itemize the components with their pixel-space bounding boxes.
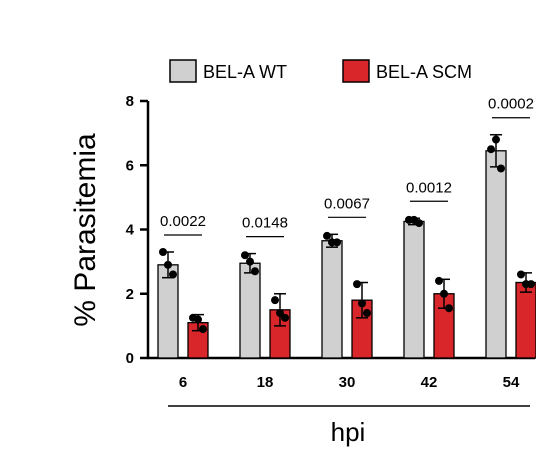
data-point (159, 247, 167, 256)
data-point (333, 238, 341, 247)
data-point (164, 260, 172, 269)
data-point (169, 270, 177, 279)
y-ticks: 0 2 4 6 8 (126, 93, 148, 367)
data-point (415, 219, 423, 228)
bar-wt (239, 262, 261, 359)
p-value-label: 0.0002 (488, 96, 534, 113)
data-point (251, 267, 259, 276)
p-value-label: 0.0148 (242, 215, 288, 232)
legend-swatch-scm (342, 59, 370, 83)
y-tick-label: 4 (126, 222, 135, 239)
data-point (199, 325, 207, 334)
x-tick-label: 42 (421, 374, 438, 391)
p-value-label: 0.0012 (406, 179, 452, 196)
y-tick-label: 2 (126, 286, 134, 303)
data-point (435, 276, 443, 285)
x-tick-label: 6 (179, 374, 187, 391)
bars (157, 133, 536, 359)
y-tick-label: 0 (126, 350, 134, 367)
p-value-label: 0.0067 (324, 195, 370, 212)
p-values: 0.0022 0.0148 0.0067 0.0012 0.0002 (160, 96, 534, 238)
bar-wt (403, 220, 425, 359)
data-point (323, 231, 331, 240)
bar-wt (321, 240, 343, 359)
data-point (497, 164, 505, 173)
data-point (271, 296, 279, 305)
data-point (517, 270, 525, 279)
data-point (492, 135, 500, 144)
x-tick-label: 30 (339, 374, 356, 391)
x-tick-label: 18 (257, 374, 274, 391)
data-point (487, 145, 495, 154)
x-tick-label: 54 (503, 374, 520, 391)
data-point (353, 280, 361, 289)
p-value-label: 0.0022 (160, 213, 206, 230)
data-point (194, 315, 202, 324)
legend-label-wt: BEL-A WT (203, 62, 287, 82)
data-point (445, 304, 453, 313)
x-axis-title: hpi (331, 417, 366, 447)
bar-scm (515, 281, 536, 359)
data-point (241, 251, 249, 260)
legend: BEL-A WT BEL-A SCM (169, 59, 472, 83)
data-point (440, 289, 448, 298)
legend-label-scm: BEL-A SCM (376, 62, 472, 82)
data-point (281, 313, 289, 322)
data-point (527, 280, 535, 289)
data-point (358, 299, 366, 308)
y-axis-title: % Parasitemia (69, 133, 102, 327)
x-ticks: 6 18 30 42 54 (179, 374, 520, 391)
data-point (246, 257, 254, 266)
legend-swatch-wt (169, 59, 197, 83)
y-tick-label: 6 (126, 157, 134, 174)
data-point (276, 309, 284, 318)
bar-wt (157, 264, 179, 359)
y-tick-label: 8 (126, 93, 134, 110)
bar-wt (485, 150, 507, 359)
data-point (363, 309, 371, 318)
